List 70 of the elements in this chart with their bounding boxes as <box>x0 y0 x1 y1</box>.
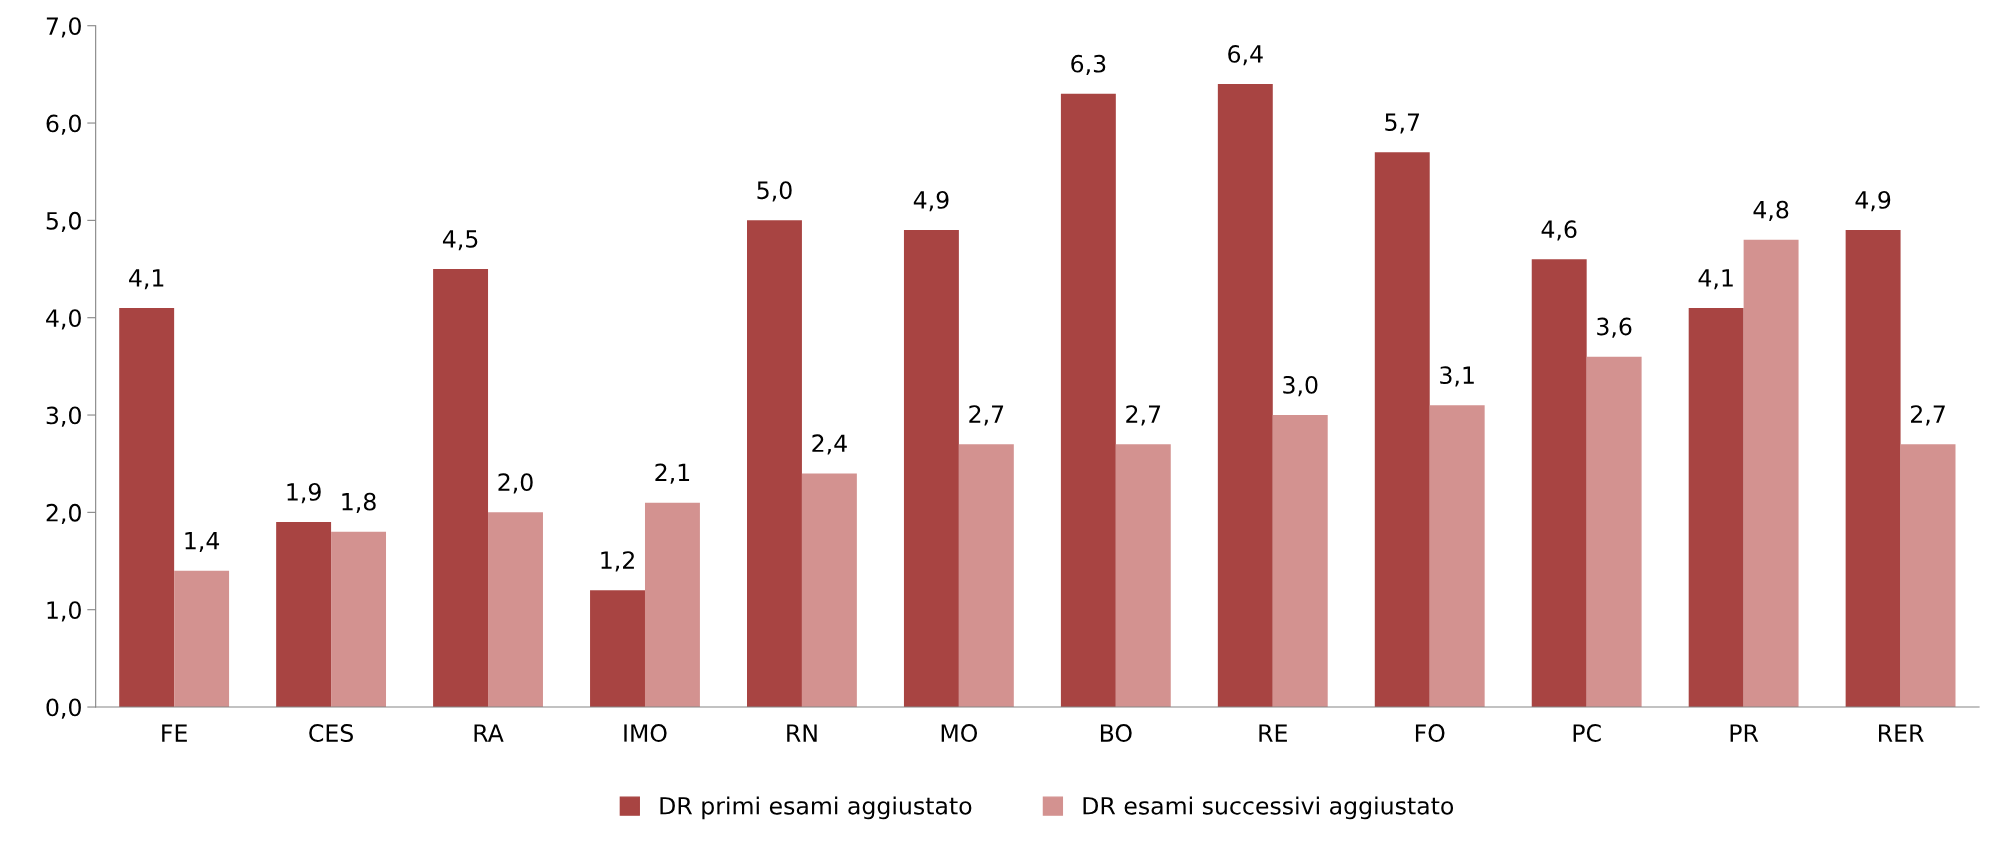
data-label: 6,3 <box>1071 54 1106 76</box>
data-label: 2,7 <box>1126 405 1161 426</box>
bar <box>1374 152 1430 708</box>
bar <box>747 220 802 708</box>
data-label: 1,2 <box>601 551 634 572</box>
bar <box>644 502 700 708</box>
y-tick-label: 3,0 <box>46 406 81 427</box>
bar <box>1845 230 1901 708</box>
data-label: 2,7 <box>1911 405 1945 426</box>
data-label: 3,0 <box>1283 375 1318 397</box>
data-label: 6,4 <box>1228 45 1263 66</box>
x-tick-label: PC <box>1573 724 1601 742</box>
bar <box>1531 259 1587 708</box>
x-tick-label: PR <box>1730 724 1759 742</box>
x-tick-label: BO <box>1100 724 1132 742</box>
data-label: 2,1 <box>655 463 690 484</box>
bar <box>1586 356 1642 708</box>
bar <box>488 512 543 708</box>
bar <box>1272 415 1328 708</box>
bar <box>119 307 175 708</box>
data-label: 4,8 <box>1753 200 1789 222</box>
data-label: 1,8 <box>342 492 376 513</box>
data-label: 3,1 <box>1440 366 1474 387</box>
y-tick-label: 6,0 <box>46 114 81 135</box>
legend-label: DR esami successivi aggiustato <box>1083 796 1454 820</box>
legend-label: DR primi esami aggiustato <box>660 796 972 820</box>
data-label: 1,4 <box>185 531 220 552</box>
bar <box>958 444 1014 708</box>
x-tick-label: MO <box>941 724 978 742</box>
bar <box>1688 307 1744 708</box>
data-label: 2,0 <box>498 473 533 494</box>
data-label: 2,4 <box>812 434 847 455</box>
x-tick-label: RER <box>1879 724 1924 742</box>
x-tick-label: RE <box>1259 724 1287 742</box>
y-tick-label: 1,0 <box>47 601 81 622</box>
y-tick-label: 0,0 <box>46 698 81 719</box>
bar <box>433 269 489 708</box>
data-label: 4,6 <box>1541 220 1577 241</box>
bar <box>1115 444 1171 708</box>
data-label: 1,9 <box>287 483 321 504</box>
data-label: 4,1 <box>129 269 164 290</box>
data-label: 2,7 <box>969 405 1004 426</box>
y-tick-label: 4,0 <box>46 309 81 330</box>
bar <box>1900 444 1956 708</box>
x-tick-label: CES <box>309 724 353 742</box>
bar <box>1743 239 1799 708</box>
x-tick-label: IMO <box>624 724 667 742</box>
data-label: 5,0 <box>757 181 792 202</box>
data-label: 4,9 <box>1855 191 1891 212</box>
bar <box>1429 405 1485 708</box>
bar <box>276 522 332 708</box>
data-label: 5,7 <box>1385 113 1420 134</box>
bar <box>801 473 857 708</box>
bar <box>903 230 959 708</box>
data-label: 3,6 <box>1597 317 1632 338</box>
data-label: 4,9 <box>913 191 949 212</box>
y-tick-label: 2,0 <box>46 503 81 525</box>
bar <box>1060 93 1116 708</box>
bar <box>1217 84 1273 708</box>
data-label: 4,1 <box>1698 269 1733 290</box>
x-tick-label: RA <box>474 724 504 742</box>
bar <box>174 570 230 708</box>
x-tick-label: RN <box>787 724 817 742</box>
data-label: 4,5 <box>442 230 478 251</box>
bar <box>331 531 387 708</box>
x-tick-label: FO <box>1415 724 1445 742</box>
y-tick-label: 5,0 <box>46 211 81 233</box>
x-tick-label: FE <box>162 724 187 742</box>
y-tick-label: 7,0 <box>46 17 81 38</box>
bar <box>590 590 645 708</box>
